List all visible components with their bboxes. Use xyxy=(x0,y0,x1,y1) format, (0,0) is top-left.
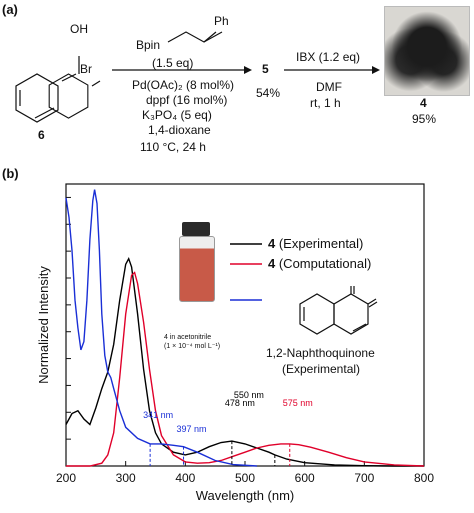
naphthoquinone-name: 1,2-Naphthoquinone xyxy=(266,346,375,360)
x-tick-label: 800 xyxy=(414,471,434,485)
compound-6-oh: OH xyxy=(70,22,88,36)
series-line-1 xyxy=(65,256,424,467)
reaction-arrow-2 xyxy=(284,66,380,74)
step1-ligand: dppf (16 mol%) xyxy=(146,93,228,107)
compound-6-br: Br xyxy=(80,62,92,76)
naphthoquinone-structure xyxy=(299,286,378,335)
x-tick-label: 300 xyxy=(116,471,136,485)
absorption-spectrum-chart: 200 300 400 500 600 700 800 Wavelength (nm) Norm… xyxy=(36,183,434,503)
series-line-3 xyxy=(65,189,257,467)
x-tick-label: 500 xyxy=(235,471,255,485)
vinyl-bpin-structure xyxy=(167,31,223,43)
vial-caption-line2: (1 × 10⁻⁴ mol L⁻¹) xyxy=(164,343,221,350)
compound-6-structure xyxy=(15,56,101,123)
x-tick-label: 200 xyxy=(56,471,76,485)
reaction-arrow-1 xyxy=(112,66,252,74)
annotation-label: 478 nm xyxy=(225,398,255,408)
x-tick-label: 400 xyxy=(175,471,195,485)
panel-a-label: (a) xyxy=(2,2,18,17)
step1-catalyst: Pd(OAc)₂ (8 mol%) xyxy=(132,78,235,92)
product-4-photo xyxy=(384,6,470,96)
compound-6-label: 6 xyxy=(38,128,45,142)
annotation-label: 575 nm xyxy=(283,398,313,408)
step1-temperature-time: 110 °C, 24 h xyxy=(140,140,206,154)
compound-5-label: 5 xyxy=(262,62,269,76)
annotation-label: 341 nm xyxy=(143,410,173,420)
annotation-label: 397 nm xyxy=(177,424,207,434)
step2-reagent: IBX (1.2 eq) xyxy=(296,50,361,64)
step2-solvent: DMF xyxy=(316,80,342,94)
step1-solvent: 1,4-dioxane xyxy=(148,123,211,137)
vial-photo xyxy=(176,222,216,302)
series-line-2 xyxy=(66,271,425,467)
legend-entry-1: 4 (Experimental) xyxy=(268,236,363,251)
annotation-label: 550 nm xyxy=(234,390,264,400)
naphthoquinone-subtitle: (Experimental) xyxy=(282,362,361,376)
vial-caption-line1: 4 in acetonitrile xyxy=(164,334,212,341)
x-axis-label: Wavelength (nm) xyxy=(196,488,295,503)
panel-b-label: (b) xyxy=(2,166,19,181)
legend-entry-2: 4 (Computational) xyxy=(268,256,371,271)
compound-4-yield: 95% xyxy=(412,112,437,126)
x-tick-label: 700 xyxy=(354,471,374,485)
step1-equivalents: (1.5 eq) xyxy=(152,56,194,70)
reagent-ph: Ph xyxy=(214,14,229,28)
reagent-bpin: Bpin xyxy=(136,38,161,52)
compound-5-yield: 54% xyxy=(256,86,281,100)
step1-base: K₃PO₄ (5 eq) xyxy=(142,108,212,122)
compound-4-label: 4 xyxy=(420,96,427,110)
x-tick-label: 600 xyxy=(295,471,315,485)
y-axis-label: Normalized Intensity xyxy=(36,266,51,384)
step2-temperature-time: rt, 1 h xyxy=(310,96,341,110)
